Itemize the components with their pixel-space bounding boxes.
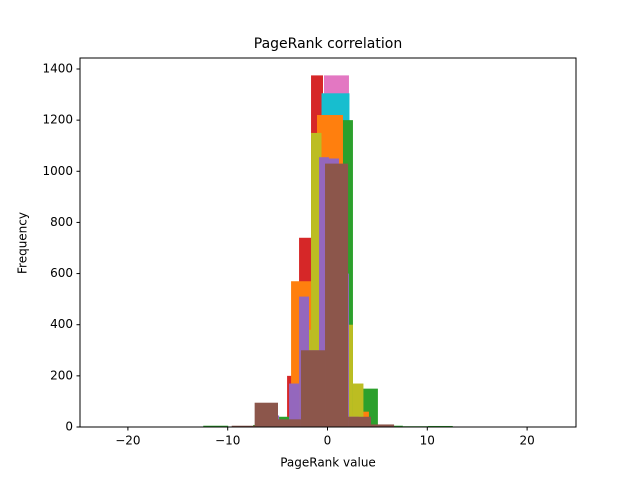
chart-title: PageRank correlation [254,36,402,52]
bar [311,132,322,427]
y-tick-label: 800 [50,215,73,229]
y-tick-label: 0 [65,420,73,434]
x-tick-label: −20 [115,434,140,448]
x-axis-label: PageRank value [280,456,376,470]
y-tick-label: 200 [50,368,73,382]
y-tick-label: 1000 [42,164,73,178]
x-tick-label: −10 [215,434,240,448]
bar [325,163,349,428]
y-axis-label: Frequency [16,212,30,274]
y-tick-label: 1200 [42,113,73,127]
bar [254,402,279,427]
bar [203,425,229,427]
bar [289,383,300,427]
bar [352,383,364,427]
x-tick-label: 10 [420,434,435,448]
y-tick-label: 400 [50,317,73,331]
bar [319,157,329,427]
y-tick-label: 1400 [42,61,73,75]
y-tick-label: 600 [50,266,73,280]
bar [278,419,301,427]
bar [300,350,326,427]
bar [348,416,372,427]
bar [231,425,255,427]
bar [371,424,395,427]
x-tick-label: 0 [324,434,332,448]
bar [427,425,453,427]
x-tick-label: 20 [519,434,534,448]
